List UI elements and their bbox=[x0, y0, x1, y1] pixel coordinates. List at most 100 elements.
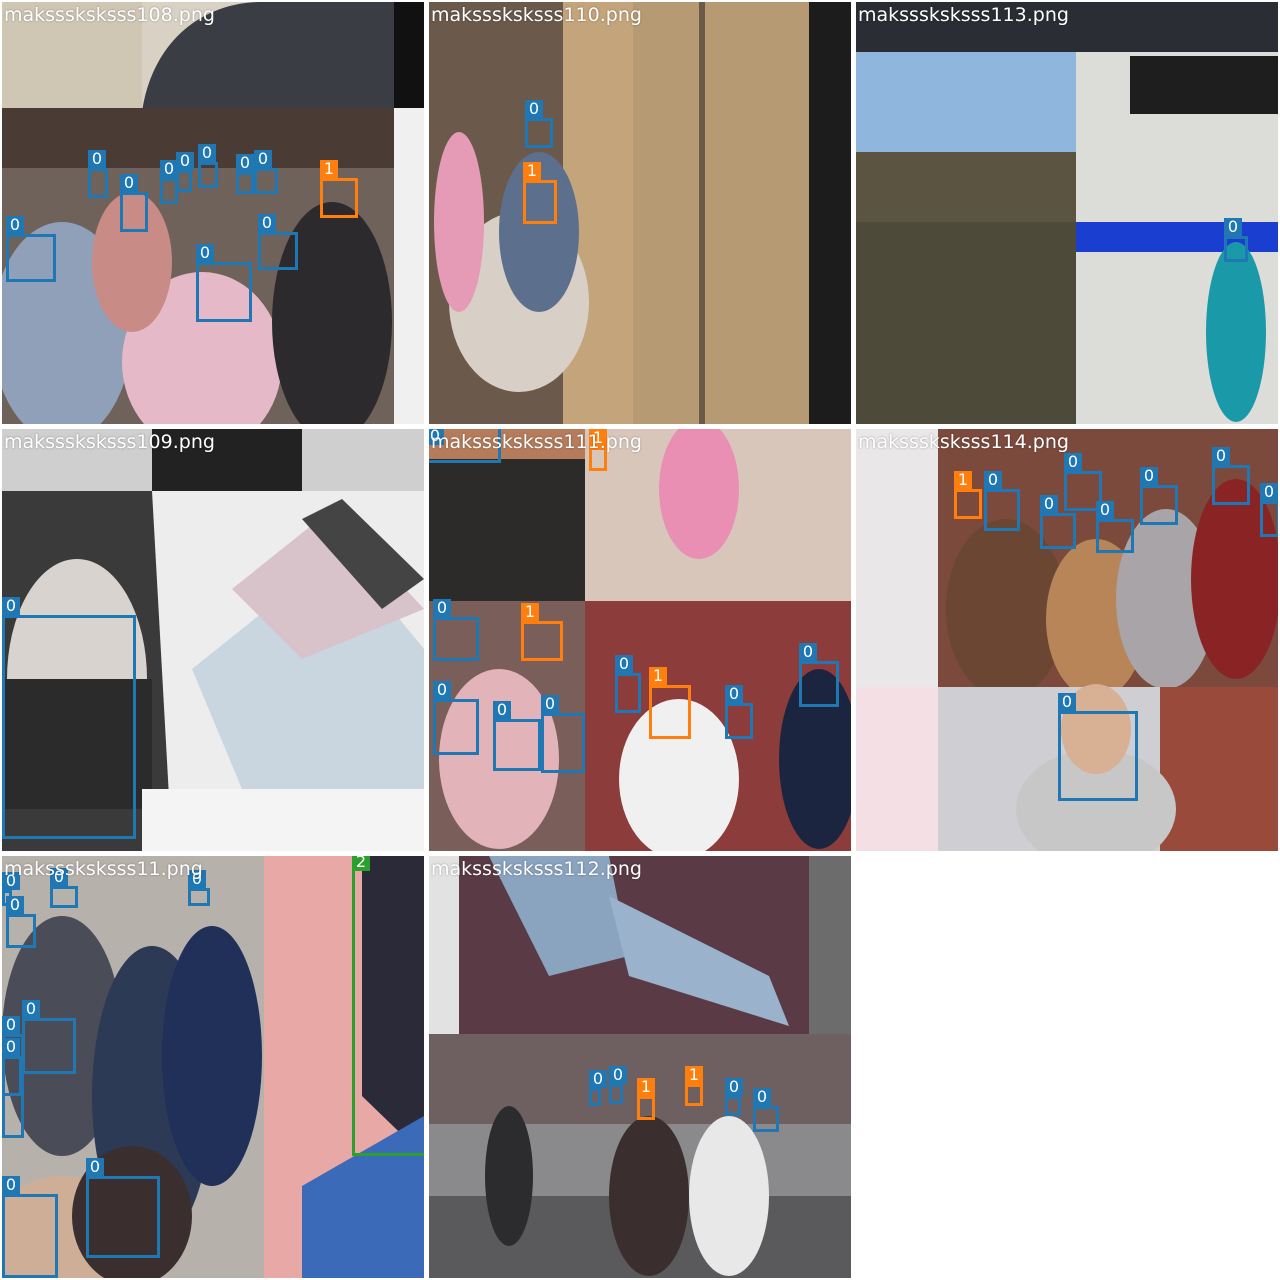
tile-filename: maksssksksss112.png bbox=[431, 858, 642, 880]
box-label: 0 bbox=[1140, 467, 1158, 485]
mosaic-tile: maksssksksss112.png 0 0 1 1 0 0 bbox=[429, 856, 851, 1278]
box-label: 0 bbox=[1212, 447, 1230, 465]
box-label: 0 bbox=[493, 701, 511, 719]
box-label: 0 bbox=[1040, 495, 1058, 513]
box-class-0: 0 bbox=[254, 150, 278, 194]
box-label: 0 bbox=[1064, 453, 1082, 471]
mosaic-tile: maksssksksss11.png 0 0 0 0 0 0 0 0 0 2 bbox=[2, 856, 424, 1278]
box-label: 0 bbox=[1058, 693, 1076, 711]
box-class-0: 0 bbox=[160, 160, 178, 204]
box-class-0: 0 bbox=[1058, 693, 1138, 801]
box-label: 0 bbox=[525, 100, 543, 118]
box-label: 0 bbox=[725, 685, 743, 703]
box-class-0: 0 bbox=[799, 643, 839, 707]
box-class-0: 0 bbox=[1260, 483, 1278, 537]
tile-photo bbox=[429, 2, 851, 424]
box-label: 0 bbox=[1224, 218, 1242, 236]
tile-photo bbox=[2, 2, 424, 424]
box-class-0: 0 bbox=[433, 599, 479, 661]
box-class-0: 0 bbox=[2, 1176, 58, 1278]
empty-cell bbox=[856, 856, 1278, 1278]
box-class-0: 0 bbox=[258, 214, 298, 270]
box-class-0: 0 bbox=[493, 701, 541, 771]
box-label: 0 bbox=[2, 872, 20, 890]
box-label: 2 bbox=[352, 856, 370, 871]
box-class-0: 0 bbox=[1040, 495, 1076, 549]
box-class-0: 0 bbox=[525, 100, 553, 148]
box-class-0: 0 bbox=[541, 695, 585, 773]
box-class-0: 0 bbox=[176, 152, 194, 192]
box-class-2: 2 bbox=[352, 856, 424, 1156]
box-label: 0 bbox=[2, 1176, 20, 1194]
box-label: 0 bbox=[753, 1088, 771, 1106]
mosaic-tile: maksssksksss108.png 0 0 0 0 0 0 0 0 0 0 … bbox=[2, 2, 424, 424]
box-label: 1 bbox=[320, 160, 338, 178]
box-label: 0 bbox=[725, 1078, 743, 1096]
box-label: 0 bbox=[254, 150, 272, 168]
box-label: 0 bbox=[433, 599, 451, 617]
box-label: 0 bbox=[541, 695, 559, 713]
mosaic-tile: maksssksksss114.png 1 0 0 0 0 0 0 0 0 bbox=[856, 429, 1278, 851]
box-class-0: 0 bbox=[753, 1088, 779, 1132]
box-label: 0 bbox=[6, 216, 24, 234]
box-class-0: 0 bbox=[1212, 447, 1250, 505]
box-label: 1 bbox=[954, 471, 972, 489]
mosaic-tile: maksssksksss111.png 0 1 0 1 0 0 0 0 1 0 … bbox=[429, 429, 851, 851]
box-label: 0 bbox=[86, 1158, 104, 1176]
box-label: 0 bbox=[22, 1000, 40, 1018]
tile-filename: maksssksksss113.png bbox=[858, 4, 1069, 26]
box-label: 1 bbox=[637, 1078, 655, 1096]
box-class-0: 0 bbox=[188, 870, 210, 906]
box-class-0: 0 bbox=[1096, 501, 1134, 553]
box-class-0: 0 bbox=[198, 144, 218, 188]
box-class-0: 0 bbox=[725, 685, 753, 739]
box-class-0: 0 bbox=[615, 655, 641, 713]
box-label: 1 bbox=[523, 162, 541, 180]
box-class-1: 1 bbox=[589, 429, 607, 471]
box-label: 0 bbox=[6, 896, 24, 914]
tile-photo bbox=[2, 429, 424, 851]
box-label: 1 bbox=[589, 429, 607, 447]
box-label: 0 bbox=[236, 154, 254, 172]
tile-photo bbox=[429, 856, 851, 1278]
box-label: 0 bbox=[615, 655, 633, 673]
box-label: 0 bbox=[1260, 483, 1278, 501]
box-label: 0 bbox=[176, 152, 194, 170]
box-class-0: 0 bbox=[589, 1070, 607, 1106]
box-class-1: 1 bbox=[685, 1066, 703, 1106]
tile-photo bbox=[856, 2, 1278, 424]
box-label: 0 bbox=[160, 160, 178, 178]
box-class-1: 1 bbox=[320, 160, 358, 218]
box-label: 0 bbox=[589, 1070, 607, 1088]
box-label: 0 bbox=[50, 868, 68, 886]
box-label: 0 bbox=[429, 429, 444, 445]
box-label: 0 bbox=[433, 681, 451, 699]
box-label: 0 bbox=[2, 597, 20, 615]
box-class-0: 0 bbox=[236, 154, 254, 194]
box-label: 0 bbox=[609, 1066, 627, 1084]
box-class-0: 0 bbox=[1224, 218, 1248, 262]
box-label: 0 bbox=[258, 214, 276, 232]
tile-photo bbox=[2, 856, 424, 1278]
box-label: 1 bbox=[685, 1066, 703, 1084]
box-class-0: 0 bbox=[88, 150, 108, 198]
box-class-0: 0 bbox=[2, 597, 136, 839]
box-label: 1 bbox=[649, 667, 667, 685]
box-class-0: 0 bbox=[22, 1000, 76, 1074]
box-class-0: 0 bbox=[984, 471, 1020, 531]
tile-filename: maksssksksss109.png bbox=[4, 431, 215, 453]
mosaic-tile: maksssksksss113.png 0 bbox=[856, 2, 1278, 424]
tile-filename: maksssksksss110.png bbox=[431, 4, 642, 26]
box-label: 0 bbox=[799, 643, 817, 661]
box-label: 0 bbox=[196, 244, 214, 262]
box-class-1: 1 bbox=[649, 667, 691, 739]
box-class-1: 1 bbox=[523, 162, 557, 224]
box-label: 0 bbox=[984, 471, 1002, 489]
tile-filename: maksssksksss111.png bbox=[431, 431, 642, 453]
box-label: 0 bbox=[1096, 501, 1114, 519]
box-class-1: 1 bbox=[521, 603, 563, 661]
box-class-1: 1 bbox=[954, 471, 982, 519]
box-class-0: 0 bbox=[433, 681, 479, 755]
box-label: 0 bbox=[188, 870, 206, 888]
